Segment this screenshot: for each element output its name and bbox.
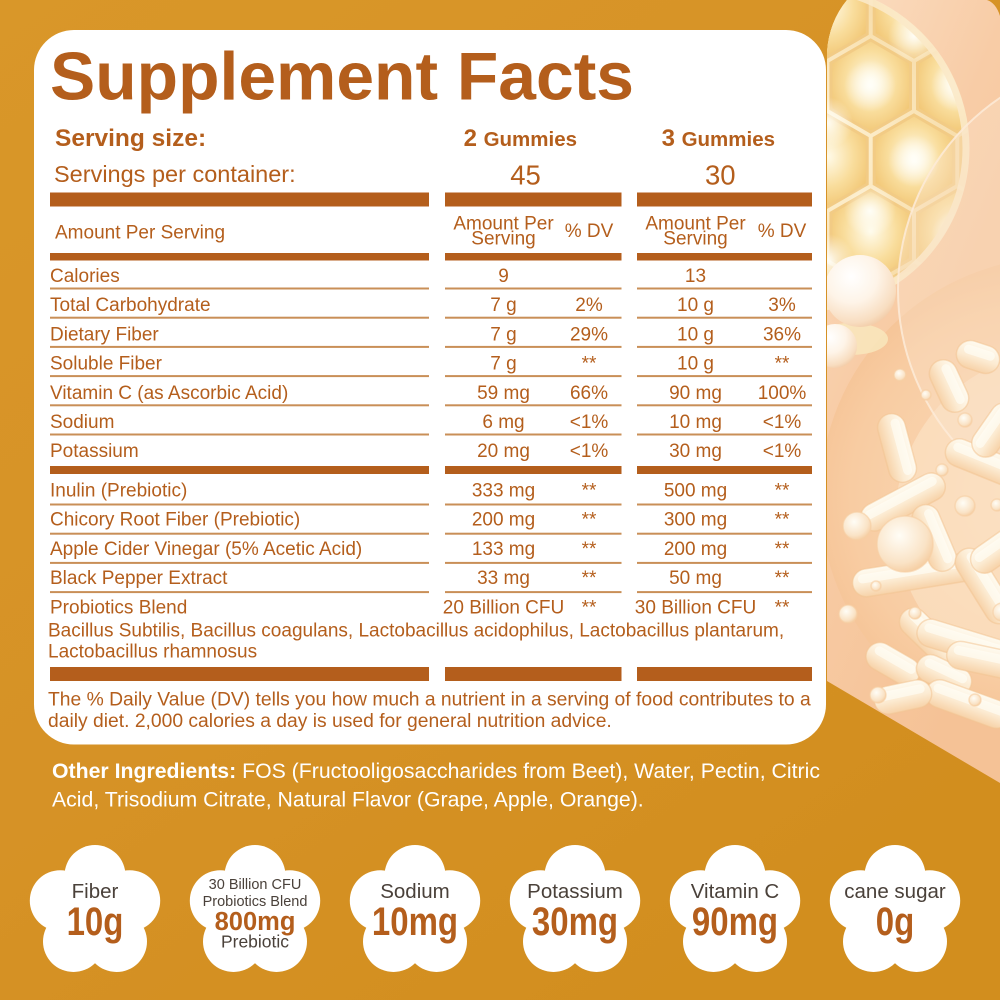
svg-text:7 g: 7 g xyxy=(490,295,516,316)
svg-text:Serving size:: Serving size: xyxy=(55,125,206,152)
svg-text:133 mg: 133 mg xyxy=(472,539,535,560)
svg-text:**: ** xyxy=(582,568,597,589)
svg-text:Sodium: Sodium xyxy=(380,880,450,903)
svg-text:Bacillus Subtilis, Bacillus co: Bacillus Subtilis, Bacillus coagulans, L… xyxy=(48,621,784,642)
svg-text:Soluble Fiber: Soluble Fiber xyxy=(50,354,163,375)
svg-text:59 mg: 59 mg xyxy=(477,383,530,404)
svg-text:Chicory Root Fiber (Prebiotic): Chicory Root Fiber (Prebiotic) xyxy=(50,510,300,531)
svg-text:30 mg: 30 mg xyxy=(669,441,722,462)
svg-text:10 mg: 10 mg xyxy=(669,412,722,433)
svg-text:Lactobacillus rhamnosus: Lactobacillus rhamnosus xyxy=(48,642,257,663)
svg-text:**: ** xyxy=(582,354,597,375)
svg-text:30: 30 xyxy=(705,160,736,191)
svg-text:100%: 100% xyxy=(758,383,807,404)
svg-text:45: 45 xyxy=(510,160,541,191)
svg-text:**: ** xyxy=(582,510,597,531)
svg-text:% DV: % DV xyxy=(565,221,614,242)
svg-text:200 mg: 200 mg xyxy=(472,510,535,531)
svg-text:20 Billion CFU: 20 Billion CFU xyxy=(443,597,564,618)
svg-text:Probiotics Blend: Probiotics Blend xyxy=(203,894,308,910)
svg-text:Acid, Trisodium Citrate, Natur: Acid, Trisodium Citrate, Natural Flavor … xyxy=(52,788,644,812)
svg-text:Amount Per: Amount Per xyxy=(645,214,746,235)
svg-text:**: ** xyxy=(775,481,790,502)
svg-text:**: ** xyxy=(582,539,597,560)
svg-text:<1%: <1% xyxy=(570,412,609,433)
svg-text:Fiber: Fiber xyxy=(72,880,119,903)
svg-text:2 Gummies: 2 Gummies xyxy=(464,125,577,152)
svg-text:**: ** xyxy=(582,481,597,502)
svg-text:Other Ingredients: FOS (Fructo: Other Ingredients: FOS (Fructooligosacch… xyxy=(52,759,820,783)
svg-text:800mg: 800mg xyxy=(215,908,296,936)
svg-text:<1%: <1% xyxy=(763,441,802,462)
svg-text:90 mg: 90 mg xyxy=(669,383,722,404)
svg-text:6 mg: 6 mg xyxy=(482,412,524,433)
svg-text:Total Carbohydrate: Total Carbohydrate xyxy=(50,295,211,316)
svg-text:**: ** xyxy=(775,568,790,589)
svg-text:daily diet. 2,000 calories a d: daily diet. 2,000 calories a day is used… xyxy=(48,711,612,732)
svg-text:30 Billion CFU: 30 Billion CFU xyxy=(635,597,756,618)
svg-text:30mg: 30mg xyxy=(532,899,618,944)
svg-text:Prebiotic: Prebiotic xyxy=(221,932,289,952)
svg-text:10 g: 10 g xyxy=(677,354,714,375)
svg-text:Amount Per Serving: Amount Per Serving xyxy=(55,223,225,244)
svg-text:30 Billion CFU: 30 Billion CFU xyxy=(209,877,302,893)
svg-text:29%: 29% xyxy=(570,324,608,345)
svg-text:Servings per container:: Servings per container: xyxy=(54,161,296,187)
svg-text:10mg: 10mg xyxy=(372,899,458,944)
svg-text:Vitamin C: Vitamin C xyxy=(691,880,780,903)
svg-text:2%: 2% xyxy=(575,295,603,316)
svg-text:Supplement Facts: Supplement Facts xyxy=(50,39,634,115)
svg-text:Probiotics Blend: Probiotics Blend xyxy=(50,597,187,618)
svg-text:<1%: <1% xyxy=(763,412,802,433)
svg-text:300 mg: 300 mg xyxy=(664,510,727,531)
svg-text:10g: 10g xyxy=(67,899,124,944)
svg-text:Vitamin C (as Ascorbic Acid): Vitamin C (as Ascorbic Acid) xyxy=(50,383,288,404)
svg-text:500 mg: 500 mg xyxy=(664,481,727,502)
svg-text:10 g: 10 g xyxy=(677,295,714,316)
svg-text:Serving: Serving xyxy=(471,229,535,250)
svg-text:7 g: 7 g xyxy=(490,324,516,345)
svg-text:33 mg: 33 mg xyxy=(477,568,530,589)
svg-text:Apple Cider Vinegar (5% Acetic: Apple Cider Vinegar (5% Acetic Acid) xyxy=(50,539,362,560)
svg-text:3 Gummies: 3 Gummies xyxy=(662,125,775,152)
svg-text:**: ** xyxy=(582,597,597,618)
svg-text:**: ** xyxy=(775,597,790,618)
svg-text:**: ** xyxy=(775,539,790,560)
svg-text:Sodium: Sodium xyxy=(50,412,114,433)
svg-text:Potassium: Potassium xyxy=(50,441,139,462)
svg-text:Serving: Serving xyxy=(663,229,727,250)
svg-text:9: 9 xyxy=(498,266,509,287)
svg-text:200 mg: 200 mg xyxy=(664,539,727,560)
svg-text:Black Pepper Extract: Black Pepper Extract xyxy=(50,568,228,589)
svg-text:**: ** xyxy=(775,354,790,375)
svg-text:36%: 36% xyxy=(763,324,801,345)
svg-text:Dietary Fiber: Dietary Fiber xyxy=(50,324,159,345)
svg-text:<1%: <1% xyxy=(570,441,609,462)
svg-text:20 mg: 20 mg xyxy=(477,441,530,462)
svg-text:% DV: % DV xyxy=(758,221,807,242)
svg-text:10 g: 10 g xyxy=(677,324,714,345)
svg-text:333 mg: 333 mg xyxy=(472,481,535,502)
svg-text:3%: 3% xyxy=(768,295,796,316)
svg-text:66%: 66% xyxy=(570,383,608,404)
svg-text:The % Daily Value (DV) tells y: The % Daily Value (DV) tells you how muc… xyxy=(48,690,811,711)
svg-text:Inulin (Prebiotic): Inulin (Prebiotic) xyxy=(50,481,187,502)
svg-text:Potassium: Potassium xyxy=(527,880,623,903)
svg-text:7 g: 7 g xyxy=(490,354,516,375)
svg-text:Amount Per: Amount Per xyxy=(453,214,554,235)
svg-text:50 mg: 50 mg xyxy=(669,568,722,589)
svg-text:0g: 0g xyxy=(876,899,915,944)
svg-text:13: 13 xyxy=(685,266,706,287)
svg-text:Calories: Calories xyxy=(50,266,120,287)
svg-text:cane sugar: cane sugar xyxy=(844,880,946,903)
svg-text:**: ** xyxy=(775,510,790,531)
svg-text:90mg: 90mg xyxy=(692,899,778,944)
